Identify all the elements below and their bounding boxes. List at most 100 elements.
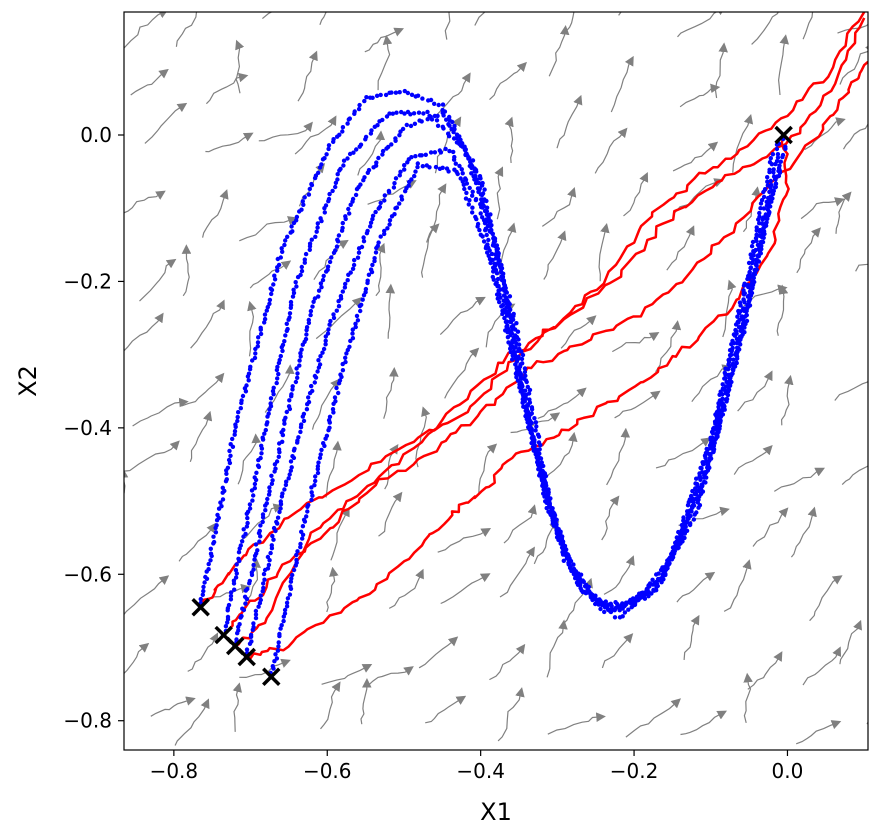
y-tick-label: −0.6 [63, 562, 112, 586]
orbit-point [707, 457, 712, 463]
orbit-point [753, 261, 758, 267]
orbit-point [411, 111, 417, 116]
orbit-point [368, 224, 373, 229]
x-tick-label: −0.4 [456, 759, 505, 783]
orbit-point [697, 485, 702, 490]
orbit-point [350, 266, 356, 271]
orbit-point [531, 448, 536, 453]
orbit-point [456, 139, 461, 144]
streamline [377, 34, 393, 91]
orbit-point [507, 305, 512, 311]
orbit-point [501, 298, 506, 303]
orbit-point [327, 259, 333, 265]
orbit-point [252, 557, 257, 562]
orbit-point [376, 240, 381, 245]
orbit-point [387, 218, 393, 223]
orbit-point [287, 592, 293, 597]
orbit-point [283, 333, 288, 338]
orbit-point [278, 506, 283, 511]
orbit-point [434, 118, 440, 123]
orbit-point [265, 566, 271, 571]
orbit-point [574, 574, 580, 580]
orbit-point [514, 375, 519, 380]
orbit-point [515, 329, 521, 334]
orbit-point [341, 163, 346, 168]
orbit-point [761, 206, 767, 211]
orbit-point [508, 349, 513, 355]
orbit-point [566, 562, 571, 567]
orbit-point [767, 167, 772, 172]
orbit-point [686, 516, 691, 521]
orbit-point [747, 289, 753, 294]
streamline [205, 132, 254, 153]
orbit-point [700, 460, 705, 465]
orbit-point [312, 296, 318, 301]
orbit-point [427, 165, 432, 170]
orbit-point [299, 422, 304, 427]
streamline [124, 12, 169, 49]
orbit-point [363, 286, 369, 292]
orbit-point [630, 603, 635, 608]
orbit-point [265, 304, 270, 310]
orbit-point [522, 366, 528, 371]
streamline [672, 141, 719, 172]
orbit-point [347, 344, 352, 349]
orbit-point [478, 211, 483, 216]
orbit-point [598, 606, 603, 612]
orbit-point [757, 210, 762, 216]
orbit-point [765, 175, 770, 180]
orbit-point [258, 597, 263, 603]
orbit-point [397, 201, 402, 206]
orbit-point [258, 325, 263, 330]
orbit-point [399, 109, 404, 115]
orbit-point [451, 157, 457, 162]
orbit-point [281, 427, 286, 433]
orbit-point [345, 156, 350, 161]
orbit-point [363, 134, 369, 140]
streamline [623, 172, 649, 217]
orbit-point [438, 150, 444, 155]
orbit-point [516, 348, 521, 353]
orbit-point [290, 454, 295, 459]
orbit-point [274, 459, 280, 464]
orbit-point [369, 128, 374, 133]
orbit-point [718, 420, 723, 425]
orbit-point [415, 93, 421, 98]
orbit-point [530, 444, 536, 450]
orbit-point [276, 454, 281, 459]
orbit-point [275, 648, 281, 653]
orbit-point [290, 572, 295, 578]
orbit-point [268, 286, 273, 291]
orbit-point [322, 210, 327, 215]
orbit-point [240, 606, 245, 611]
streamline [420, 223, 440, 278]
orbit-point [368, 220, 374, 225]
orbit-point [206, 567, 211, 572]
orbit-point [285, 596, 291, 601]
orbit-point [582, 584, 588, 589]
orbit-point [416, 110, 422, 115]
orbit-point [458, 176, 463, 181]
orbit-point [754, 238, 759, 244]
orbit-point [233, 422, 238, 427]
orbit-point [425, 109, 430, 115]
orbit-point [326, 327, 331, 332]
orbit-point [517, 385, 522, 390]
orbit-point [228, 442, 233, 447]
orbit-point [226, 602, 232, 608]
streamline [601, 633, 634, 669]
orbit-point [765, 216, 770, 221]
orbit-point [472, 169, 477, 174]
orbit-point [698, 477, 703, 482]
orbit-point [252, 481, 258, 487]
orbit-point [433, 164, 439, 170]
orbit-point [362, 98, 367, 104]
orbit-point [275, 376, 280, 381]
orbit-point [533, 452, 538, 457]
orbit-point [774, 174, 780, 179]
orbit-point [754, 225, 759, 230]
orbit-point [705, 462, 710, 467]
orbit-point [365, 228, 370, 234]
orbit-point [294, 284, 299, 289]
orbit-point [331, 315, 337, 321]
